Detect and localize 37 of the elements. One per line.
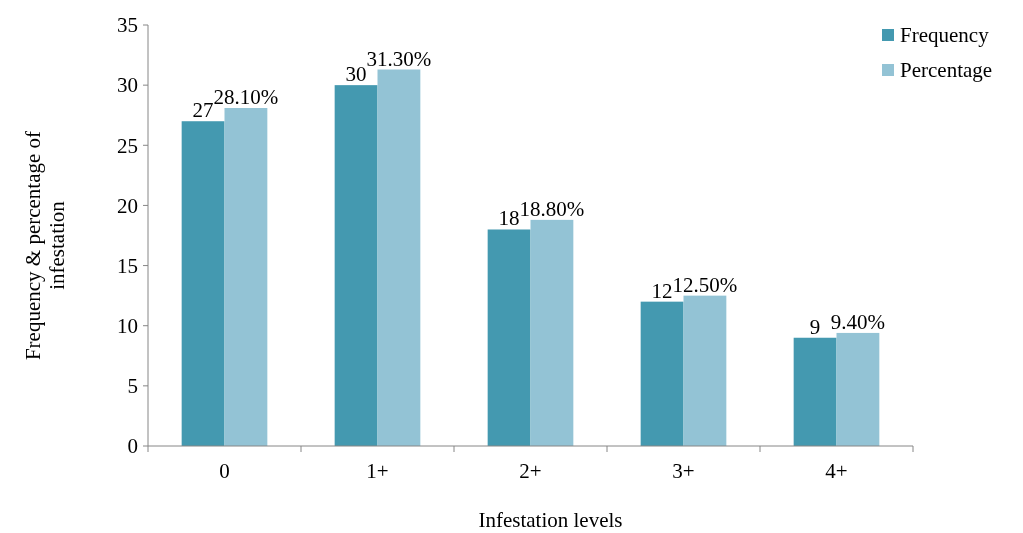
y-tick-label: 15 bbox=[117, 253, 138, 278]
bar bbox=[530, 219, 574, 446]
bar bbox=[224, 108, 268, 446]
bar bbox=[181, 121, 225, 446]
bar bbox=[683, 295, 727, 446]
legend-label: Frequency bbox=[900, 23, 990, 48]
y-tick-label: 35 bbox=[117, 13, 138, 38]
data-label: 12 bbox=[651, 278, 673, 303]
bar bbox=[334, 85, 378, 446]
legend-label: Percentage bbox=[900, 58, 993, 83]
data-label: 30 bbox=[345, 62, 367, 87]
x-tick-label: 2+ bbox=[519, 459, 542, 483]
data-label: 27 bbox=[192, 98, 214, 123]
y-tick-label: 25 bbox=[117, 133, 138, 158]
data-label: 9 bbox=[809, 314, 821, 339]
y-tick-label: 20 bbox=[117, 193, 138, 218]
bar bbox=[487, 229, 531, 446]
x-axis-title: Infestation levels bbox=[478, 508, 623, 532]
x-tick-label: 4+ bbox=[825, 459, 848, 483]
bar bbox=[836, 332, 880, 446]
x-tick-label: 1+ bbox=[366, 459, 389, 483]
data-label: 31.30% bbox=[366, 46, 432, 71]
y-tick-label: 5 bbox=[127, 374, 138, 399]
y-tick-label: 10 bbox=[117, 314, 138, 339]
data-label: 28.10% bbox=[213, 85, 279, 109]
data-label: 18 bbox=[498, 206, 520, 231]
bar bbox=[377, 69, 421, 446]
data-label: 18.80% bbox=[519, 196, 585, 221]
bar bbox=[640, 301, 684, 446]
y-tick-label: 0 bbox=[127, 434, 138, 459]
y-axis-title: Frequency & percentage of infestation bbox=[21, 130, 69, 361]
y-tick-label: 30 bbox=[117, 73, 138, 98]
bar bbox=[793, 337, 837, 446]
data-label: 12.50% bbox=[672, 272, 738, 297]
data-label: 9.40% bbox=[830, 309, 886, 334]
x-tick-label: 3+ bbox=[672, 459, 695, 483]
x-tick-label: 0 bbox=[219, 459, 230, 483]
